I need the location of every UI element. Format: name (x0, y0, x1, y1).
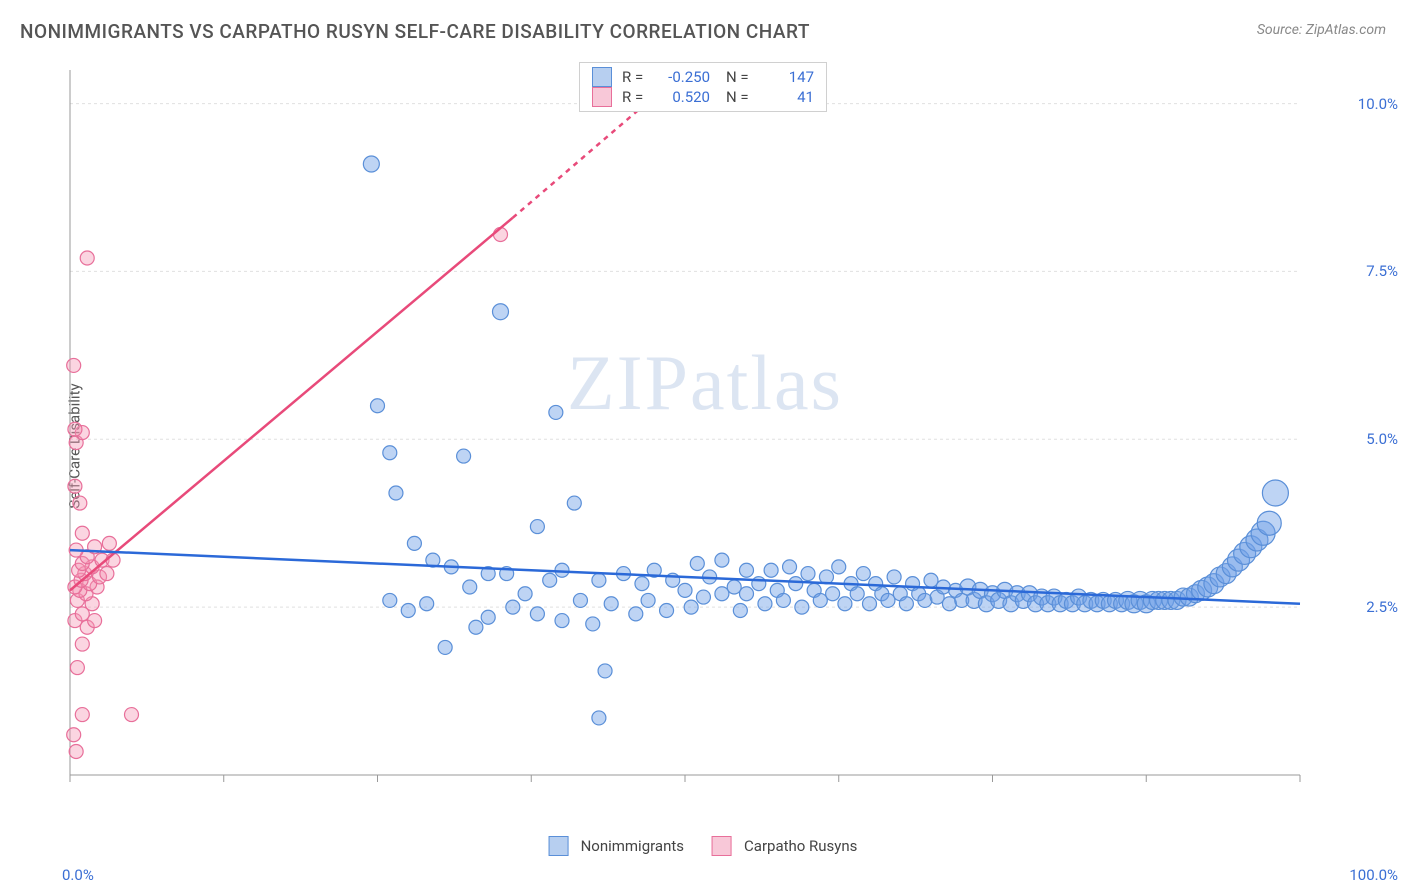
n-value: 41 (764, 88, 814, 106)
x-tick-min: 0.0% (62, 866, 94, 884)
legend-label: Nonimmigrants (581, 837, 684, 855)
chart-title: NONIMMIGRANTS VS CARPATHO RUSYN SELF-CAR… (20, 20, 810, 43)
stats-row: R = 0.520 N = 41 (592, 87, 814, 107)
y-tick-label: 7.5% (1366, 262, 1398, 280)
n-value: 147 (764, 68, 814, 86)
legend-swatch (549, 836, 569, 856)
legend-item: Carpatho Rusyns (712, 836, 857, 856)
chart-area: ZIPatlas (60, 60, 1350, 830)
series-swatch (592, 67, 612, 87)
y-tick-label: 5.0% (1366, 430, 1398, 448)
y-tick-label: 10.0% (1358, 95, 1398, 113)
scatter-plot (60, 60, 1350, 830)
r-value: 0.520 (660, 88, 710, 106)
series-swatch (592, 87, 612, 107)
y-tick-label: 2.5% (1366, 598, 1398, 616)
stats-row: R = -0.250 N = 147 (592, 67, 814, 87)
n-label: N = (726, 88, 758, 106)
correlation-stats-box: R = -0.250 N = 147 R = 0.520 N = 41 (579, 62, 827, 112)
r-label: R = (622, 68, 654, 86)
n-label: N = (726, 68, 758, 86)
legend-label: Carpatho Rusyns (744, 837, 857, 855)
x-tick-max: 100.0% (1349, 866, 1398, 884)
r-label: R = (622, 88, 654, 106)
legend-swatch (712, 836, 732, 856)
r-value: -0.250 (660, 68, 710, 86)
series-legend: Nonimmigrants Carpatho Rusyns (549, 836, 858, 856)
source-attribution: Source: ZipAtlas.com (1257, 22, 1386, 38)
legend-item: Nonimmigrants (549, 836, 684, 856)
